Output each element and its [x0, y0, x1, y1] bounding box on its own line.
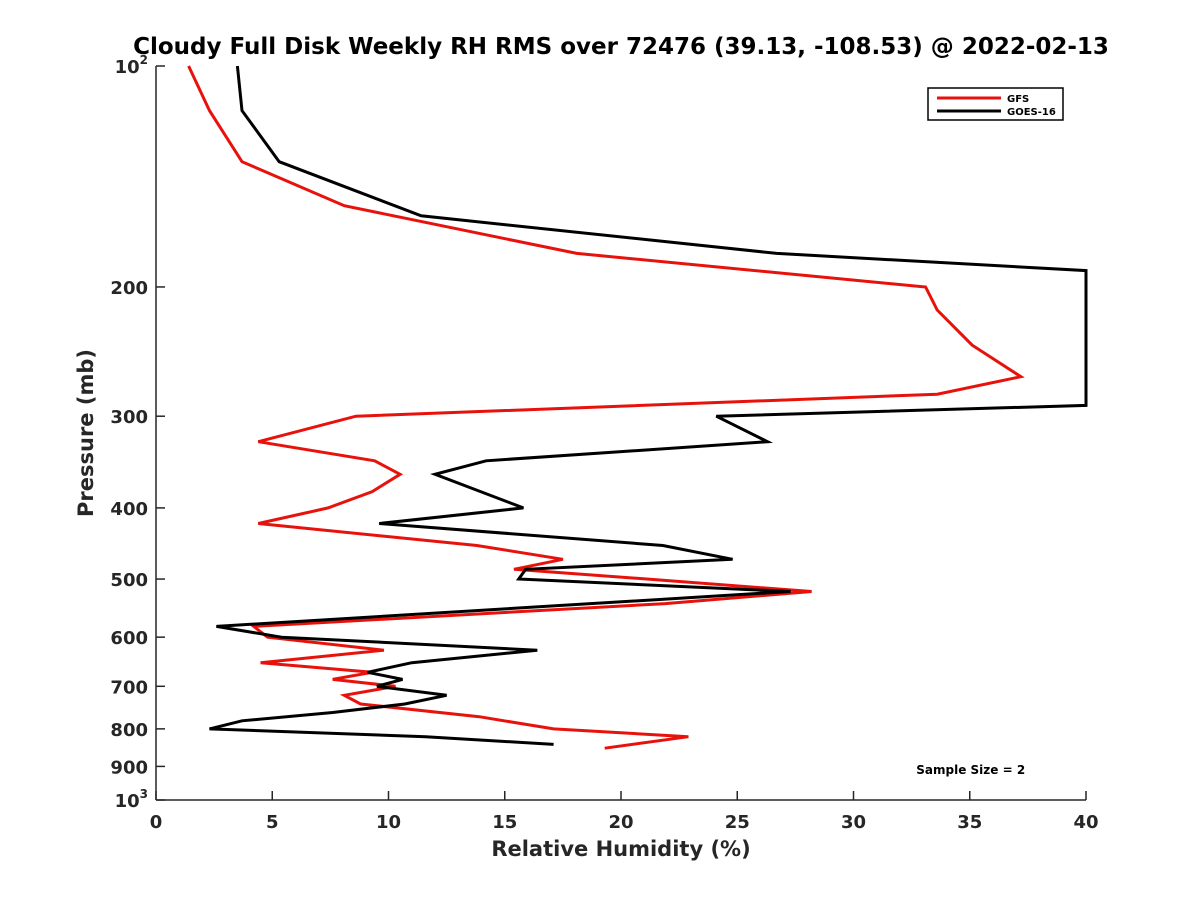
- legend: GFS GOES-16: [927, 87, 1064, 121]
- x-tick-label: 30: [841, 812, 866, 833]
- x-tick-label: 0: [150, 812, 163, 833]
- x-tick-label: 10: [376, 812, 401, 833]
- x-tick-label: 20: [608, 812, 633, 833]
- y-tick-label: 500: [110, 570, 148, 591]
- x-ticks: 0 5 10 15 20 25 30 35 40: [150, 791, 1099, 833]
- x-tick-label: 35: [957, 812, 982, 833]
- x-tick-label: 25: [725, 812, 750, 833]
- y-tick-label: 900: [110, 757, 148, 778]
- y-tick-label: 200: [110, 278, 148, 299]
- y-tick-label: 700: [110, 677, 148, 698]
- y-tick-label: 800: [110, 720, 148, 741]
- x-tick-label: 15: [492, 812, 517, 833]
- y-tick-label: 103: [115, 787, 148, 812]
- x-axis-label: Relative Humidity (%): [491, 837, 750, 861]
- series-line-goes16: [209, 65, 1088, 746]
- y-tick-label: 102: [115, 53, 148, 78]
- x-tick-label: 40: [1073, 812, 1098, 833]
- y-tick-label: 400: [110, 499, 148, 520]
- x-tick-label: 5: [266, 812, 279, 833]
- y-ticks: 102 200 300 400 500 600 700 800 900 103: [110, 53, 165, 812]
- chart-title: Cloudy Full Disk Weekly RH RMS over 7247…: [133, 34, 1109, 60]
- series-layer: [187, 65, 1088, 750]
- y-tick-label: 300: [110, 407, 148, 428]
- y-tick-label: 600: [110, 628, 148, 649]
- plot-area: [156, 66, 1086, 800]
- legend-label-goes16: GOES-16: [1007, 107, 1056, 118]
- y-axis-label: Pressure (mb): [74, 349, 98, 517]
- sample-size-annotation: Sample Size = 2: [916, 763, 1025, 777]
- legend-box: [927, 87, 1064, 121]
- legend-label-gfs: GFS: [1007, 94, 1029, 105]
